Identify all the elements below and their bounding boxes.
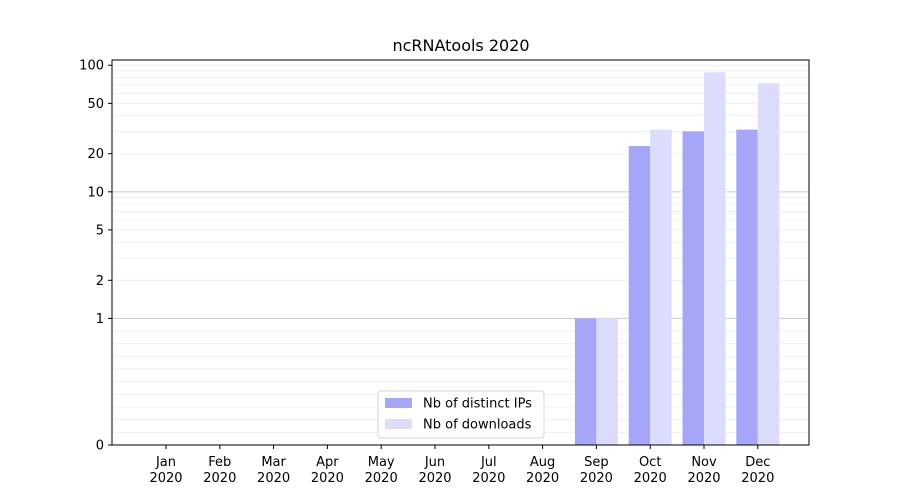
x-tick-year: 2020 xyxy=(741,471,774,486)
x-tick-year: 2020 xyxy=(687,471,720,486)
x-tick-month: Jul xyxy=(480,455,497,470)
x-tick-year: 2020 xyxy=(311,471,344,486)
x-tick-year: 2020 xyxy=(472,471,505,486)
x-tick-month: Feb xyxy=(208,455,231,470)
legend: Nb of distinct IPs Nb of downloads xyxy=(377,390,545,439)
bar-downloads xyxy=(596,318,618,445)
bars xyxy=(574,72,780,446)
x-tick-year: 2020 xyxy=(580,471,613,486)
bar-distinct-ips xyxy=(574,318,597,445)
x-tick-month: Aug xyxy=(530,455,555,470)
x-tick-label: Feb 2020 xyxy=(203,455,236,486)
x-tick-month: Jan xyxy=(155,455,176,470)
x-tick-month: Dec xyxy=(745,455,770,470)
y-tick-label: 20 xyxy=(87,147,104,162)
x-tick-label: Jan 2020 xyxy=(149,455,182,486)
chart-title: ncRNAtools 2020 xyxy=(392,36,529,55)
y-tick-label: 5 xyxy=(96,223,104,238)
x-tick-month: Sep xyxy=(584,455,609,470)
x-tick-month: Oct xyxy=(639,455,661,470)
y-tick-label: 0 xyxy=(96,439,104,454)
x-tick-label: Sep 2020 xyxy=(580,455,613,486)
x-tick-label: Dec 2020 xyxy=(741,455,774,486)
x-tick-month: Jun xyxy=(424,455,445,470)
bar-distinct-ips xyxy=(682,131,704,445)
x-tick-year: 2020 xyxy=(418,471,451,486)
y-tick-label: 100 xyxy=(79,59,104,74)
y-tick-label: 2 xyxy=(96,274,104,289)
plot-frame xyxy=(111,59,810,446)
x-tick-label: May 2020 xyxy=(365,455,398,486)
legend-swatch xyxy=(385,419,412,429)
bar-downloads xyxy=(704,72,726,446)
x-tick-month: Nov xyxy=(691,455,717,470)
legend-swatch xyxy=(385,398,412,408)
x-tick-month: Mar xyxy=(261,455,286,470)
bar-distinct-ips xyxy=(736,129,758,445)
x-tick-label: Aug 2020 xyxy=(526,455,559,486)
y-tick-label: 1 xyxy=(96,312,104,327)
x-tick-label: Jun 2020 xyxy=(418,455,451,486)
x-tick-label: Mar 2020 xyxy=(257,455,290,486)
y-tick-label: 50 xyxy=(87,97,104,112)
legend-box xyxy=(377,390,545,439)
x-tick-label: Nov 2020 xyxy=(687,455,720,486)
bar-downloads xyxy=(650,129,672,445)
x-tick-label: Jul 2020 xyxy=(472,455,505,486)
x-tick-month: Apr xyxy=(316,455,339,470)
y-tick-label: 10 xyxy=(87,185,104,200)
x-tick-month: May xyxy=(368,455,395,470)
bar-distinct-ips xyxy=(628,146,651,445)
legend-label: Nb of distinct IPs xyxy=(423,397,532,412)
x-tick-year: 2020 xyxy=(149,471,182,486)
x-tick-label: Apr 2020 xyxy=(311,455,344,486)
y-axis: 0 1 2 5 10 20 50 100 xyxy=(79,59,112,454)
bar-downloads xyxy=(757,83,780,445)
x-tick-year: 2020 xyxy=(526,471,559,486)
x-tick-label: Oct 2020 xyxy=(634,455,667,486)
x-tick-year: 2020 xyxy=(365,471,398,486)
legend-label: Nb of downloads xyxy=(423,418,532,433)
x-tick-year: 2020 xyxy=(257,471,290,486)
x-tick-year: 2020 xyxy=(203,471,236,486)
x-tick-year: 2020 xyxy=(634,471,667,486)
